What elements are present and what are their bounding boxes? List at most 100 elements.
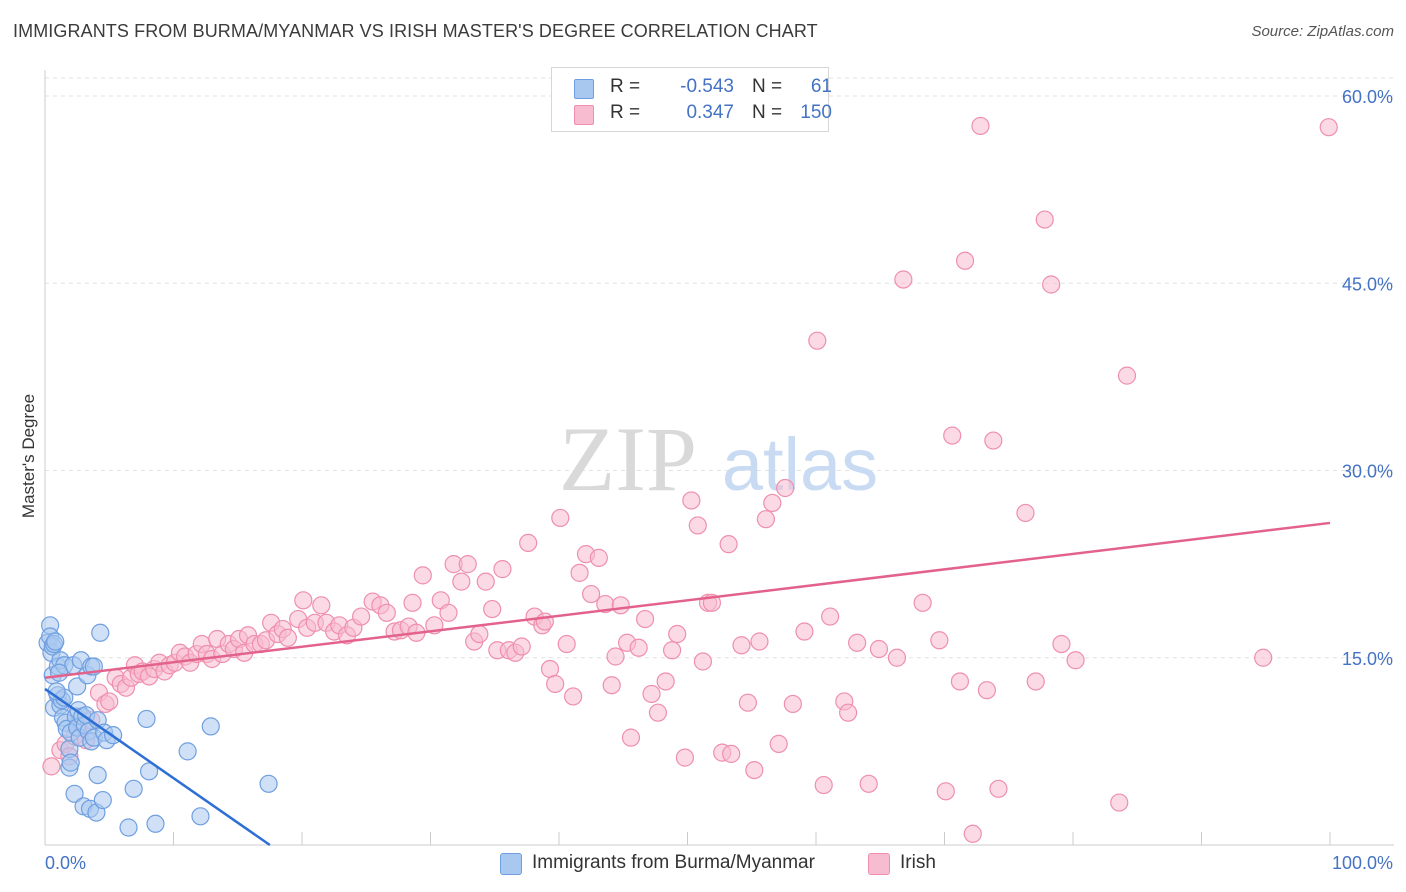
irish-point <box>693 652 713 671</box>
correlation-legend: R = -0.543 N = 61 R = 0.347 N = 150 <box>551 67 832 132</box>
irish-point <box>977 681 997 700</box>
y-tick-label: 45.0% <box>1342 274 1393 294</box>
burma-point <box>61 753 80 772</box>
irish-point <box>621 728 641 747</box>
irish-point <box>629 638 648 657</box>
irish-point <box>894 270 913 289</box>
irish-point <box>570 563 589 582</box>
irish-point <box>589 548 608 567</box>
watermark-atlas: atlas <box>722 423 878 506</box>
burma-point <box>124 779 143 798</box>
irish-point <box>452 572 471 591</box>
irish-point <box>783 694 802 714</box>
irish-point <box>656 672 675 691</box>
burma-points <box>38 616 278 837</box>
irish-point <box>814 775 833 795</box>
irish-point <box>795 622 814 641</box>
irish-point <box>963 824 982 843</box>
irish-point <box>352 607 371 626</box>
legend-swatch-blue <box>574 79 594 99</box>
irish-point <box>913 593 932 612</box>
irish-point <box>848 633 867 652</box>
irish-point <box>821 607 840 626</box>
irish-point <box>458 555 477 574</box>
irish-point <box>1016 503 1035 523</box>
legend-n-value: 61 <box>810 76 832 97</box>
irish-point <box>476 572 495 591</box>
irish-point <box>859 774 878 793</box>
axis-labels: 15.0% 30.0% 45.0% 60.0% 0.0% 100.0% Master's D… <box>19 87 1393 873</box>
legend-swatch-pink <box>574 105 594 125</box>
watermark: ZIP atlas <box>559 408 878 510</box>
burma-point <box>259 774 278 793</box>
burma-point <box>46 632 65 651</box>
irish-point <box>745 760 764 780</box>
legend-n-label: N = <box>752 102 783 123</box>
bottom-legend-label: Immigrants from Burma/Myanmar <box>532 852 815 873</box>
irish-point <box>769 734 788 753</box>
irish-point <box>936 782 955 801</box>
legend-r-value: 0.347 <box>686 102 734 123</box>
irish-point <box>675 748 695 767</box>
irish-point <box>1035 210 1054 229</box>
irish-point <box>294 591 313 610</box>
irish-point <box>719 535 738 554</box>
y-tick-label: 15.0% <box>1342 649 1393 669</box>
irish-point <box>1254 648 1273 667</box>
irish-point <box>732 636 751 655</box>
irish-point <box>606 647 625 666</box>
irish-point <box>1066 651 1085 670</box>
legend-r-value: -0.543 <box>680 76 734 97</box>
y-axis-title: Master's Degree <box>19 394 38 518</box>
bottom-legend-swatch-pink <box>868 853 890 875</box>
burma-point <box>201 717 220 736</box>
watermark-zip: ZIP <box>559 408 697 510</box>
irish-point <box>512 637 531 656</box>
irish-point <box>642 684 661 704</box>
burma-point <box>68 677 87 696</box>
irish-point <box>519 533 538 553</box>
irish-point <box>413 566 432 585</box>
irish-point <box>1117 366 1137 385</box>
burma-point <box>139 762 159 781</box>
legend-r-label: R = <box>610 76 641 97</box>
irish-point <box>100 692 119 711</box>
irish-point <box>582 584 601 604</box>
burma-point <box>146 814 165 833</box>
irish-point <box>738 693 757 712</box>
irish-point <box>869 639 889 659</box>
irish-point <box>955 251 975 270</box>
irish-point <box>611 596 630 615</box>
legend-r-label: R = <box>610 102 641 123</box>
bottom-legend-swatch-blue <box>500 853 522 875</box>
irish-point <box>1319 118 1338 137</box>
irish-point <box>439 603 458 622</box>
irish-point <box>662 641 682 660</box>
legend-n-label: N = <box>752 76 783 97</box>
irish-point <box>989 779 1008 798</box>
irish-point <box>750 632 769 651</box>
irish-point <box>1026 672 1045 691</box>
irish-point <box>493 560 512 579</box>
irish-point <box>1052 634 1071 654</box>
source-label: Source: ZipAtlas.com <box>1251 23 1394 40</box>
irish-point <box>688 516 707 535</box>
burma-point <box>93 790 112 810</box>
irish-point <box>564 687 583 706</box>
irish-point <box>722 744 741 763</box>
burma-point <box>65 784 84 803</box>
irish-point <box>776 478 795 498</box>
irish-point <box>635 609 655 629</box>
irish-point <box>1042 275 1061 294</box>
burma-point <box>178 742 197 761</box>
irish-point <box>943 426 962 445</box>
y-tick-label: 60.0% <box>1342 87 1393 107</box>
irish-point <box>930 631 949 650</box>
irish-point <box>668 624 687 644</box>
irish-point <box>42 757 61 776</box>
irish-point <box>808 331 827 350</box>
irish-point <box>312 596 331 615</box>
irish-point <box>756 510 775 529</box>
legend-n-value: 150 <box>800 102 832 123</box>
